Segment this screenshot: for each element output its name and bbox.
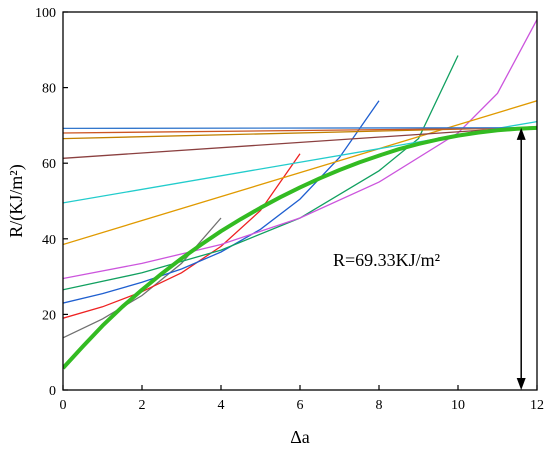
x-tick-label: 4 xyxy=(218,398,225,413)
y-tick-label: 20 xyxy=(42,308,56,323)
plot-area xyxy=(63,19,537,370)
tangent-line-1 xyxy=(63,217,222,339)
y-axis-ticks: 0 20 40 60 80 100 xyxy=(35,6,68,399)
y-tick-label: 40 xyxy=(42,233,56,248)
annotation-label: R=69.33KJ/m² xyxy=(333,250,440,270)
tangent-line-2 xyxy=(63,153,301,319)
y-tick-label: 60 xyxy=(42,157,56,172)
tangent-line-11 xyxy=(63,127,537,130)
arrow-head-top xyxy=(516,127,526,140)
resistance-curve xyxy=(63,125,537,370)
tangent-line-8 xyxy=(63,125,537,159)
arrow-head-bottom xyxy=(516,378,526,390)
x-tick-label: 0 xyxy=(60,398,67,413)
x-tick-label: 12 xyxy=(530,398,544,413)
annotation-arrow xyxy=(516,127,526,390)
plot-frame xyxy=(62,11,538,391)
y-tick-label: 80 xyxy=(42,82,56,97)
tangent-line-6 xyxy=(63,100,537,246)
tangent-line-10 xyxy=(63,127,537,134)
y-tick-label: 0 xyxy=(49,384,56,399)
x-tick-label: 10 xyxy=(451,398,465,413)
x-tick-label: 2 xyxy=(139,398,146,413)
tangent-line-3 xyxy=(63,100,380,304)
y-tick-label: 100 xyxy=(35,6,56,21)
x-axis-title: Δa xyxy=(290,427,310,447)
x-axis-ticks: 0 2 4 6 8 10 12 xyxy=(60,385,544,413)
x-tick-label: 8 xyxy=(376,398,383,413)
tangent-line-5 xyxy=(63,19,537,280)
x-tick-label: 6 xyxy=(297,398,304,413)
y-axis-title: R/(KJ/m²) xyxy=(6,164,27,237)
